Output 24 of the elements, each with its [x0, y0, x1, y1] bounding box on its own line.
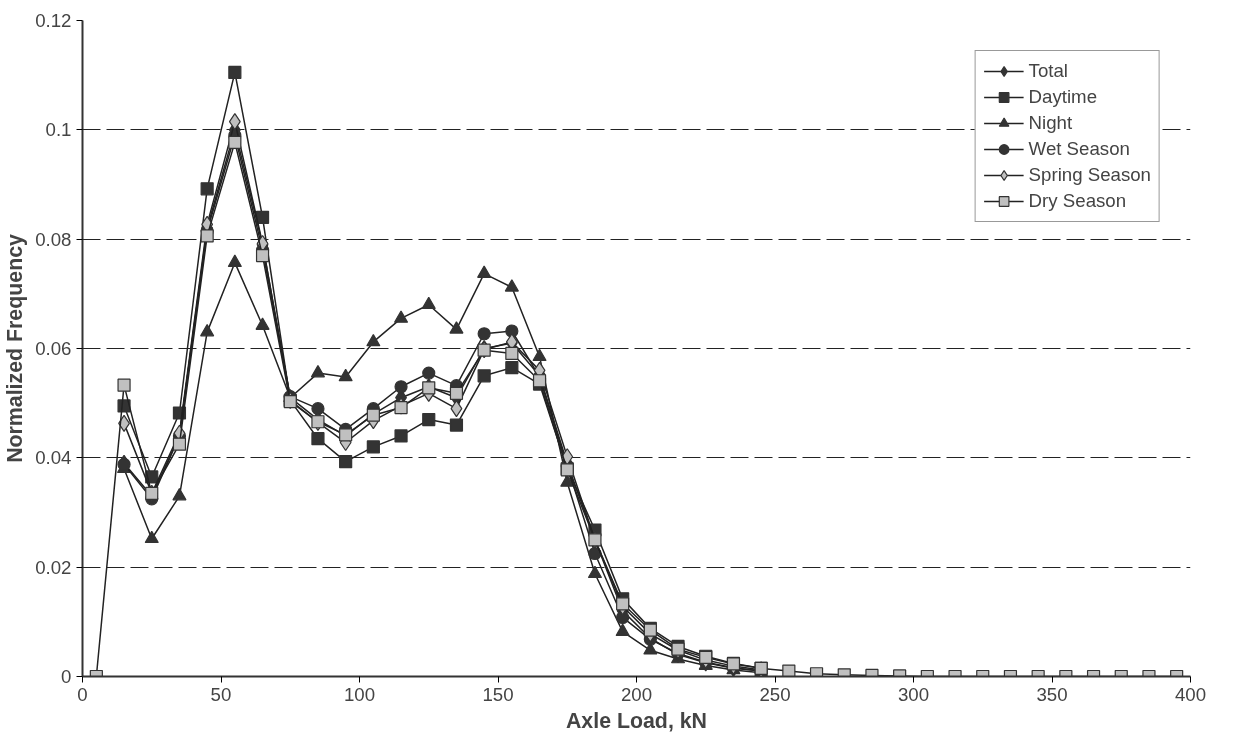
x-axis-title: Axle Load, kN — [565, 708, 708, 733]
legend-label: Dry Season — [1028, 189, 1127, 213]
x-tick-label: 200 — [620, 683, 653, 705]
x-tick-label: 100 — [343, 683, 376, 705]
legend-label: Night — [1028, 111, 1073, 135]
y-tick-label: 0.1 — [45, 119, 72, 141]
y-tick-label: 0.02 — [35, 556, 72, 578]
y-axis-title: Normalized Frequency — [3, 233, 28, 463]
legend-label: Spring Season — [1028, 163, 1151, 187]
legend-label: Total — [1028, 59, 1069, 83]
legend-label: Daytime — [1028, 85, 1098, 109]
y-tick-label: 0.04 — [35, 447, 72, 469]
x-tick-label: 250 — [759, 683, 791, 705]
x-tick-label: 400 — [1174, 683, 1207, 705]
x-tick-label: 0 — [77, 683, 88, 705]
x-tick-label: 50 — [210, 683, 232, 705]
y-tick-label: 0.06 — [35, 338, 72, 359]
y-tick-label: 0 — [61, 666, 72, 687]
x-tick-label: 300 — [897, 683, 930, 705]
legend-label: Wet Season — [1028, 137, 1130, 161]
y-tick-label: 0.08 — [35, 228, 72, 250]
x-tick-label: 150 — [482, 683, 514, 705]
y-tick-label: 0.12 — [35, 10, 72, 31]
x-tick-label: 350 — [1036, 683, 1068, 705]
